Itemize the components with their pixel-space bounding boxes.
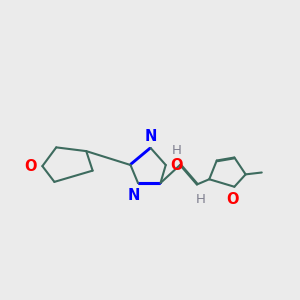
Text: H: H (196, 193, 206, 206)
Text: O: O (171, 158, 183, 172)
Text: N: N (145, 129, 157, 144)
Text: O: O (24, 159, 37, 174)
Text: H: H (171, 144, 181, 157)
Text: O: O (226, 192, 239, 207)
Text: N: N (128, 188, 140, 202)
